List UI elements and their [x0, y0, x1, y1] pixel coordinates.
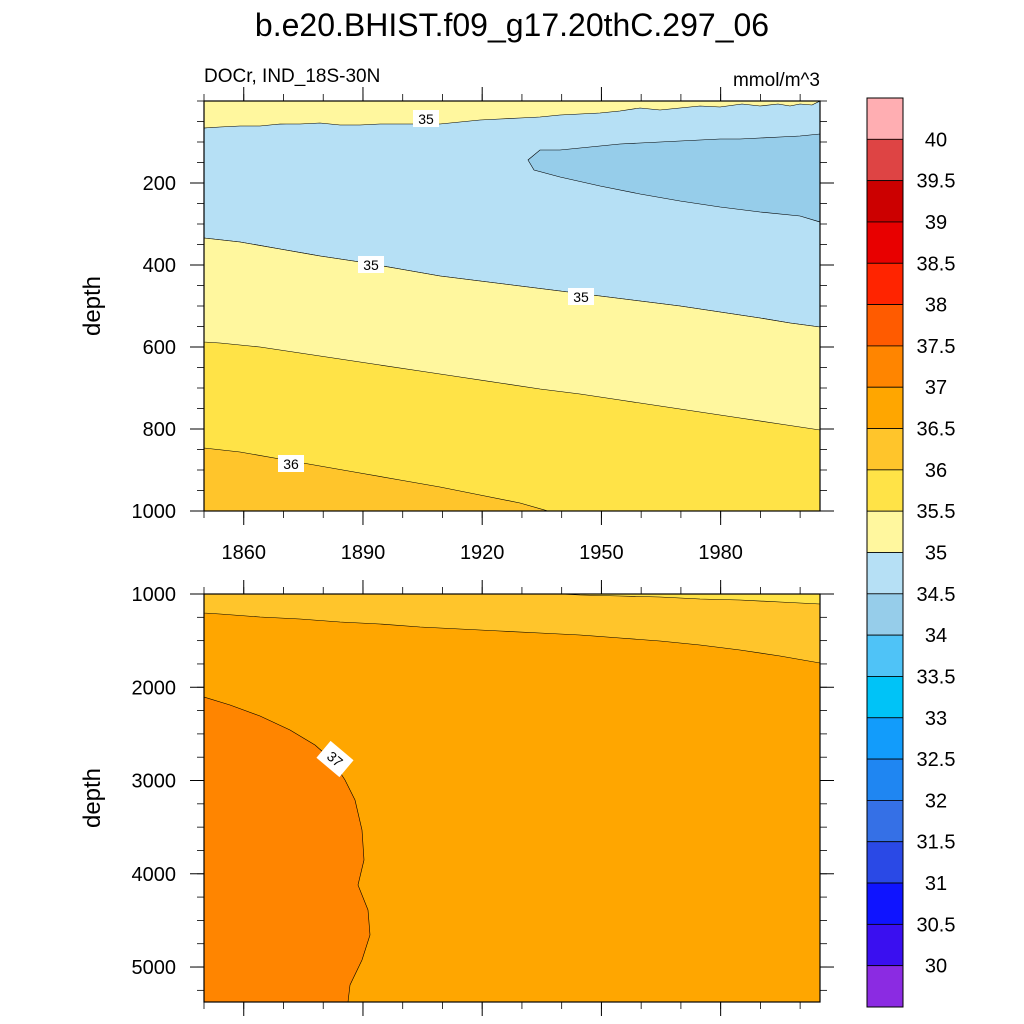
colorbar-label: 40 [925, 129, 947, 151]
colorbar-box [866, 180, 904, 223]
colorbar-label: 37.5 [917, 336, 956, 358]
upper-y-tick-label: 200 [143, 173, 176, 195]
colorbar-box [866, 841, 904, 884]
upper-clabel-box [358, 256, 384, 273]
colorbar-box [866, 97, 904, 140]
colorbar-frame [866, 97, 904, 1008]
lower-y-axis-label: depth [79, 768, 106, 828]
upper-contour-label: 36 [283, 456, 299, 472]
upper-contour-label: 35 [363, 257, 379, 273]
colorbar-box [866, 345, 904, 388]
upper-x-tick-label: 1860 [221, 542, 266, 564]
colorbar-label: 30 [925, 956, 947, 978]
colorbar-label: 32.5 [917, 749, 956, 771]
lower-ticks: 1000 2000 3000 4000 5000 [132, 580, 834, 1016]
upper-contour-label: 35 [418, 111, 434, 127]
units-label: mmol/m^3 [733, 70, 820, 91]
lower-y-tick-label: 2000 [132, 677, 177, 699]
colorbar-label: 31.5 [917, 832, 956, 854]
colorbar-label: 37 [925, 377, 947, 399]
upper-region-34 [527, 133, 820, 223]
colorbar-box [866, 717, 904, 760]
upper-x-tick-label: 1920 [460, 542, 505, 564]
upper-y-tick-label: 1000 [132, 501, 177, 523]
colorbar-box [866, 469, 904, 512]
upper-y-tick-label: 600 [143, 337, 176, 359]
colorbar-box [866, 138, 904, 182]
lower-y-tick-label: 3000 [132, 771, 177, 793]
colorbar-box [866, 593, 904, 636]
colorbar-label: 33 [925, 708, 947, 730]
lower-region-36 [204, 594, 820, 664]
colorbar-label: 32 [925, 790, 947, 812]
upper-ticks: 1860 1890 1920 1950 1980 200 400 600 800 1000 [132, 87, 834, 564]
upper-clabel-box [568, 288, 594, 305]
lower-region-36-top [559, 594, 820, 605]
colorbar-box [866, 510, 904, 553]
colorbar-label: 31 [925, 873, 947, 895]
colorbar-box [866, 428, 904, 471]
colorbar-label: 34 [925, 625, 947, 647]
colorbar-label: 36 [925, 460, 947, 482]
colorbar-label: 39 [925, 212, 947, 234]
upper-y-tick-label: 800 [143, 419, 176, 441]
colorbar-box [866, 758, 904, 801]
upper-y-tick-label: 400 [143, 255, 176, 277]
figure-title: b.e20.BHIST.f09_g17.20thC.297_06 [255, 7, 769, 43]
colorbar-box [866, 965, 904, 1008]
upper-x-tick-label: 1950 [579, 542, 624, 564]
lower-frame [203, 593, 821, 1003]
colorbar-label: 30.5 [917, 914, 956, 936]
lower-y-tick-label: 4000 [132, 864, 177, 886]
colorbar-box [866, 676, 904, 719]
colorbar-box [866, 882, 904, 925]
upper-clabel-box [278, 455, 304, 472]
upper-x-tick-label: 1890 [341, 542, 386, 564]
colorbar-box [866, 800, 904, 843]
lower-clabel-box [316, 740, 354, 778]
colorbar-label: 33.5 [917, 666, 956, 688]
colorbar-label: 34.5 [917, 584, 956, 606]
colorbar-box [866, 634, 904, 677]
variable-region-label: DOCr, IND_18S-30N [204, 66, 380, 87]
colorbar-label: 35.5 [917, 501, 956, 523]
upper-x-tick-label: 1980 [698, 542, 743, 564]
colorbar-box [866, 221, 904, 264]
colorbar: 30 30.5 31 31.5 32 32.5 33 33.5 34 34.5 35 35.5 36 36… [866, 97, 956, 1008]
upper-region-35-surface [204, 101, 820, 129]
colorbar-box [866, 386, 904, 429]
colorbar-box [866, 262, 904, 305]
colorbar-box [866, 304, 904, 347]
lower-y-tick-label: 5000 [132, 957, 177, 979]
upper-contour-label: 35 [573, 289, 589, 305]
upper-y-axis-label: depth [79, 276, 106, 336]
upper-clabel-box [413, 110, 439, 127]
upper-region-35 [204, 237, 820, 431]
colorbar-label: 38.5 [917, 253, 956, 275]
lower-region-37 [204, 696, 371, 1002]
colorbar-box [866, 552, 904, 595]
colorbar-box [866, 923, 904, 967]
colorbar-label: 39.5 [917, 171, 956, 193]
lower-y-tick-label: 1000 [132, 584, 177, 606]
colorbar-label: 38 [925, 295, 947, 317]
colorbar-label: 36.5 [917, 419, 956, 441]
colorbar-label: 35 [925, 543, 947, 565]
